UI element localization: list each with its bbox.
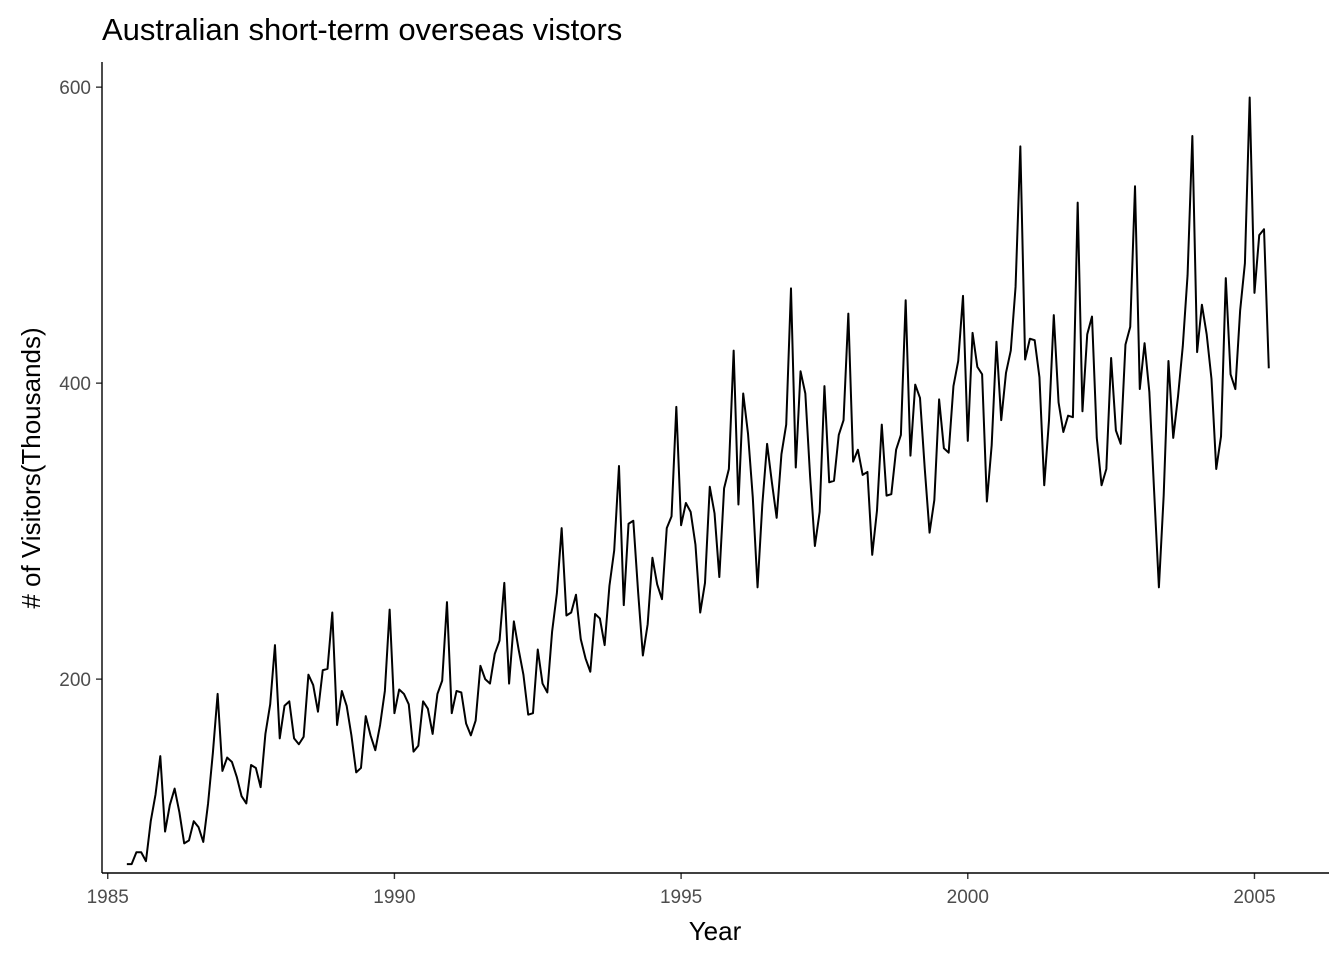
y-axis-ticks: 200 400 600: [59, 78, 102, 691]
y-tick-label: 400: [59, 374, 91, 395]
chart-title: Australian short-term overseas vistors: [102, 12, 622, 47]
x-tick-label: 1990: [373, 887, 415, 908]
x-tick-label: 1995: [660, 887, 702, 908]
series-layer: [126, 96, 1270, 866]
y-tick-label: 200: [59, 670, 91, 691]
x-axis-title: Year: [689, 916, 742, 946]
x-axis-ticks: 1985 1990 1995 2000 2005: [87, 873, 1276, 908]
series-line: [126, 96, 1270, 866]
x-tick-label: 2005: [1233, 887, 1275, 908]
x-tick-label: 2000: [947, 887, 989, 908]
y-axis-title: # of Visitors(Thousands): [16, 327, 46, 608]
x-tick-label: 1985: [87, 887, 129, 908]
y-tick-label: 600: [59, 78, 91, 99]
